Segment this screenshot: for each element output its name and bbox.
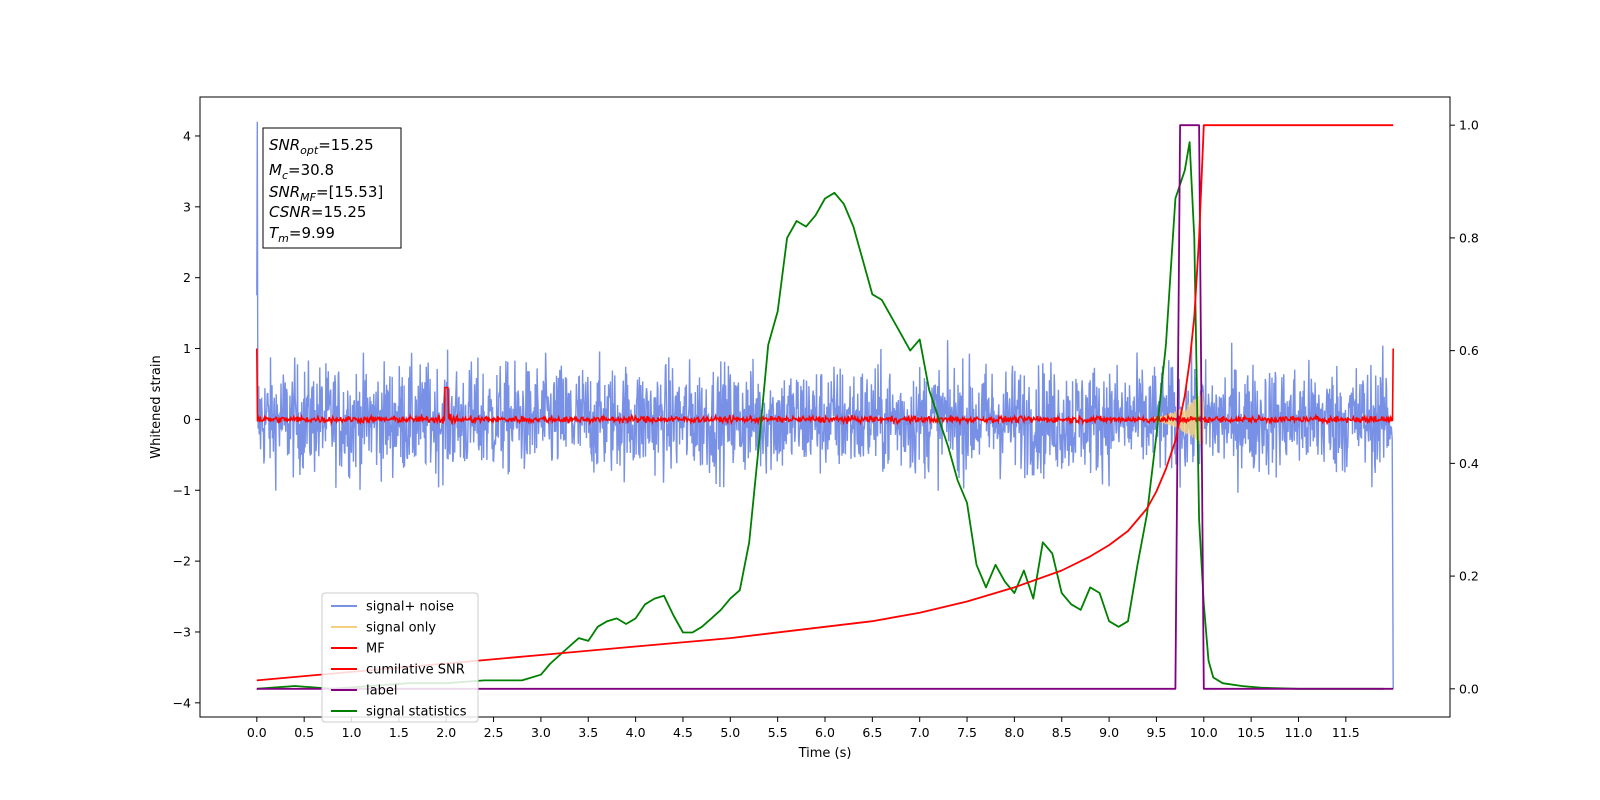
x-axis-label: Time (s)	[798, 746, 852, 761]
info-snr-opt: SNRopt=15.25	[269, 136, 374, 157]
info-csnr: CSNR=15.25	[269, 203, 366, 221]
x-tick-label: 5.0	[720, 725, 740, 740]
legend-frame	[321, 592, 479, 723]
y-tick-label: 3	[183, 199, 191, 214]
y2-tick-label: 0.4	[1459, 456, 1479, 471]
x-tick-label: 1.5	[389, 725, 409, 740]
x-tick-label: 9.0	[1099, 725, 1119, 740]
x-tick-label: 10.0	[1190, 725, 1218, 740]
y-tick-label: −2	[173, 554, 191, 569]
info-mc: Mc=30.8	[269, 161, 334, 182]
x-tick-label: 3.0	[531, 725, 551, 740]
x-tick-label: 10.5	[1237, 725, 1265, 740]
info-tm: Tm=9.99	[269, 224, 335, 245]
y2-tick-label: 0.6	[1459, 343, 1479, 358]
legend-items: signal+ noise signal only MF cumilative SNR…	[331, 600, 467, 720]
x-tick-label: 6.0	[815, 725, 835, 740]
y-tick-label: 0	[183, 412, 191, 427]
x-tick-label: 7.5	[957, 725, 977, 740]
y-tick-label: −3	[173, 624, 191, 639]
axes-layer: 0.0 0.5 1.0 1.5 2.0 2.5 3.0 3.5 4.0 4.5 5.0 5.5 6.0 6…	[173, 118, 1479, 740]
x-tick-label: 9.5	[1146, 725, 1166, 740]
x-tick-label: 0.5	[294, 725, 314, 740]
y2-tick-label: 0.2	[1459, 569, 1479, 584]
series-label	[256, 124, 1394, 690]
y-axis-label: Whitened strain	[149, 355, 164, 458]
series-cumulative-snr	[256, 124, 1394, 682]
x-tick-label: 4.0	[626, 725, 646, 740]
x-tick-label: 8.5	[1052, 725, 1072, 740]
legend: signal+ noise signal only MF cumilative SNR…	[321, 592, 479, 723]
info-box: SNRopt=15.25 Mc=30.8 SNRMF=[15.53] CSNR=…	[262, 127, 402, 249]
x-tick-label: 7.0	[910, 725, 930, 740]
x-tick-label: 6.5	[862, 725, 882, 740]
x-tick-label: 1.0	[342, 725, 362, 740]
x-tick-label: 11.0	[1285, 725, 1313, 740]
x-tick-label: 2.5	[484, 725, 504, 740]
legend-label: label	[366, 684, 397, 699]
legend-label: cumilative SNR	[366, 663, 465, 678]
y-tick-label: −1	[173, 483, 191, 498]
legend-label: MF	[366, 642, 385, 657]
x-tick-label: 4.5	[673, 725, 693, 740]
y-tick-label: −4	[173, 695, 191, 710]
x-tick-label: 2.0	[436, 725, 456, 740]
series-mf	[256, 348, 1394, 426]
info-snr-mf: SNRMF=[15.53]	[269, 183, 383, 204]
legend-label: signal only	[366, 621, 436, 636]
y-tick-label: 4	[183, 128, 191, 143]
series-signal-statistics	[256, 141, 1384, 690]
y2-tick-label: 1.0	[1459, 118, 1479, 133]
x-tick-label: 0.0	[247, 725, 267, 740]
x-tick-label: 5.5	[768, 725, 788, 740]
x-tick-label: 3.5	[578, 725, 598, 740]
y2-tick-label: 0.8	[1459, 230, 1479, 245]
info-box-frame	[262, 127, 402, 249]
series-layer	[256, 121, 1394, 690]
x-tick-label: 11.5	[1332, 725, 1360, 740]
legend-label: signal statistics	[366, 705, 467, 720]
y-tick-label: 2	[183, 270, 191, 285]
y-tick-label: 1	[183, 341, 191, 356]
x-tick-label: 8.0	[1004, 725, 1024, 740]
legend-label: signal+ noise	[366, 600, 454, 615]
y2-tick-label: 0.0	[1459, 681, 1479, 696]
